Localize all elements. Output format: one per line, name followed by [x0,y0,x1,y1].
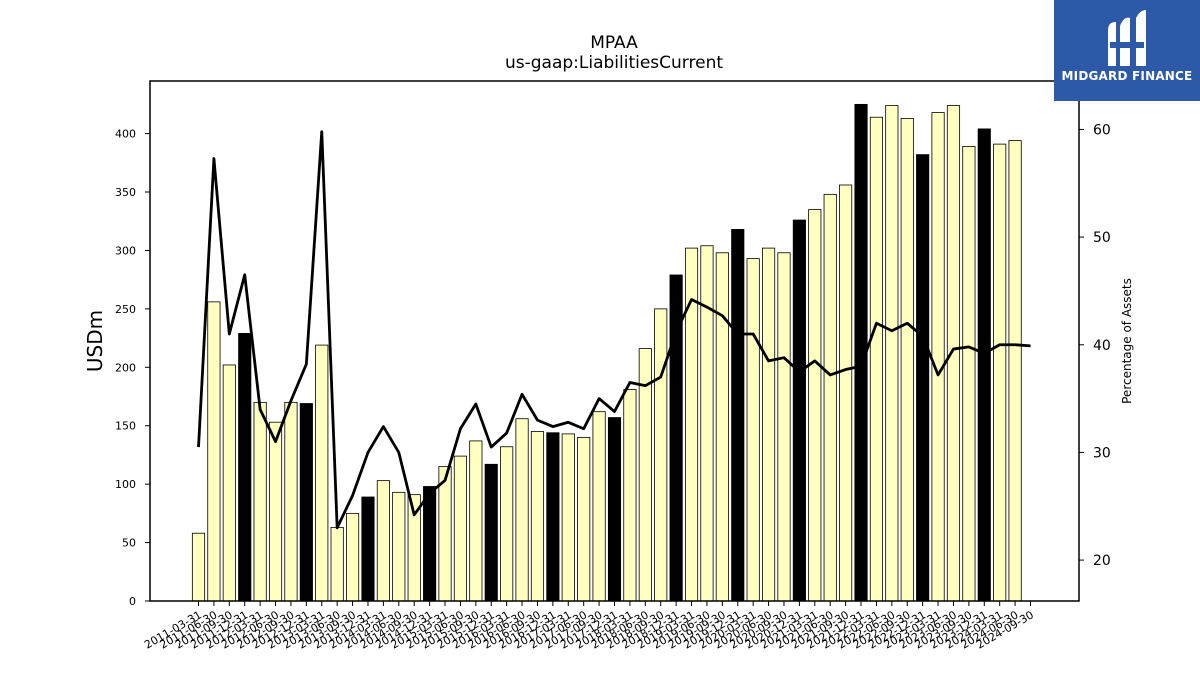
y-tick-label: 0 [129,595,136,608]
bar-2020-03-31 [746,258,760,602]
bar-2019-06-30 [700,245,714,602]
bar-2018-03-31 [623,389,637,602]
y-axis-label: USDm [83,310,107,372]
y-tick-label: 200 [115,361,136,374]
bar-2015-03-31 [438,466,452,602]
bar-2020-09-30 [777,252,791,602]
bar-2021-06-30 [823,193,837,602]
bar-2021-09-30 [839,184,853,602]
bar-2015-06-30 [453,455,467,602]
midgard-m-logo-icon [1108,10,1146,66]
bar-2023-06-30 [946,105,961,602]
y-tick-label: 100 [115,478,136,491]
y-tick-label: 400 [115,128,136,141]
chart-title: MPAA [590,33,638,53]
bar-2017-12-31 [607,417,622,602]
logo-text: MIDGARD FINANCE [1061,69,1193,83]
bar-2012-09-30 [284,401,298,602]
bar-2022-12-31 [916,154,930,602]
bar-2013-09-30 [346,512,360,602]
bar-2016-12-31 [546,432,560,602]
bar-2014-12-31 [423,486,437,602]
bar-2013-03-31 [315,344,329,602]
midgard-finance-logo: MIDGARD FINANCE [1054,0,1200,101]
bar-2014-03-31 [376,480,390,602]
x-axis: 2011-03-312011-06-302011-09-302011-12-31… [142,601,1036,652]
bar-2020-12-31 [792,219,806,602]
y2-tick-label: 50 [1093,230,1111,246]
y-tick-label: 150 [115,420,136,433]
bar-2016-03-31 [500,446,514,602]
y2-tick-label: 60 [1093,122,1111,138]
bar-2023-09-30 [962,146,976,602]
y-tick-label: 300 [115,244,136,257]
bar-2023-03-31 [931,112,945,602]
bar-2022-06-30 [885,105,899,602]
bar-2012-06-30 [268,421,283,602]
bar-2021-03-31 [808,209,822,602]
bar-2018-09-30 [654,308,668,602]
bar-2016-06-30 [515,418,529,602]
bar-2024-03-31 [993,143,1007,602]
bar-2013-12-31 [361,496,375,602]
left-axis: 0 50 100 150 200 250 300 350 400 [115,128,150,608]
bar-2019-12-31 [731,228,745,602]
y2-tick-label: 40 [1093,338,1111,354]
bar-2012-12-31 [299,403,313,602]
bar-2024-06-30 [1008,140,1022,602]
right-axis: 20 30 40 50 60 [1079,122,1111,569]
bar-2011-12-31 [238,332,252,602]
bar-2022-03-31 [869,116,883,602]
bar-2015-09-30 [469,440,483,602]
bar-2014-06-30 [392,491,406,602]
y2-tick-label: 30 [1093,445,1111,461]
percentage-of-assets-line [197,130,1031,530]
bar-2012-03-31 [253,401,267,602]
percentage-line-group [197,130,1031,530]
chart-subtitle: us-gaap:LiabilitiesCurrent [505,53,723,73]
bar-2017-06-30 [577,436,591,602]
bar-2017-09-30 [592,411,606,602]
bar-2022-09-30 [900,117,914,602]
bar-2023-12-31 [977,128,991,602]
bar-2011-09-30 [222,364,236,602]
bar-2015-12-31 [484,463,498,602]
y2-tick-label: 20 [1093,553,1111,569]
bar-2013-06-30 [330,526,344,602]
y-tick-label: 350 [115,186,136,199]
y-tick-label: 250 [115,303,136,316]
bar-2011-03-31 [191,532,206,602]
bar-2019-09-30 [715,252,729,602]
bar-group [191,103,1022,602]
bar-2017-03-31 [561,433,575,602]
bar-2016-09-30 [530,431,545,602]
bar-2011-06-30 [207,301,221,602]
bar-2020-06-30 [762,247,776,602]
y2-axis-label: Percentage of Assets [1120,278,1134,404]
y-tick-label: 50 [122,537,136,550]
